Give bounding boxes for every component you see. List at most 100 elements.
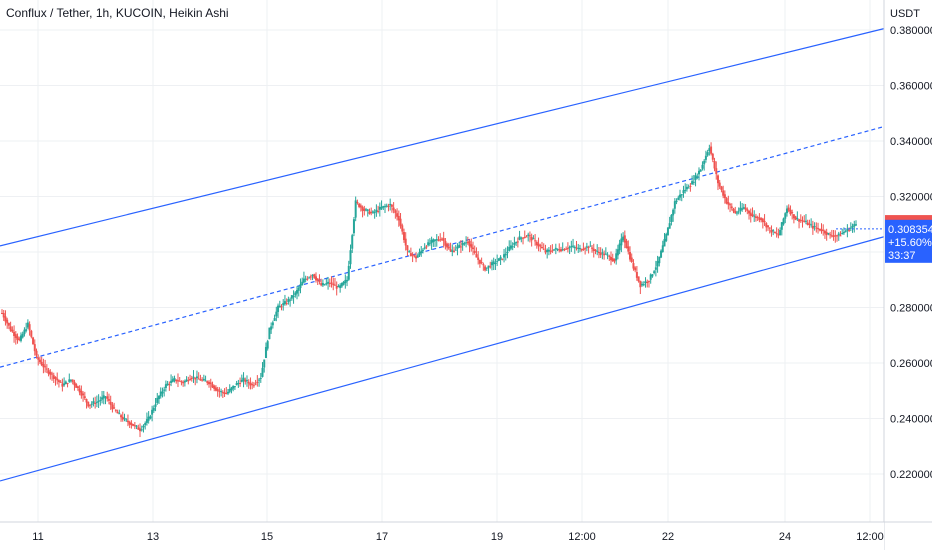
candle-body-down	[634, 267, 637, 271]
candle-body-up	[195, 376, 198, 378]
candle-body-up	[304, 278, 307, 280]
candle-body-up	[240, 379, 243, 382]
candle-body-up	[164, 384, 167, 388]
candle-body-up	[461, 242, 464, 246]
candle-body-up	[508, 246, 511, 251]
candle-body-down	[734, 210, 737, 214]
candle-body-up	[323, 284, 326, 286]
candle-body-down	[45, 368, 48, 370]
candle-body-up	[192, 376, 195, 378]
candle-body-up	[382, 205, 385, 208]
candle-body-up	[701, 164, 704, 169]
candle-body-down	[320, 283, 323, 286]
candle-body-up	[347, 265, 350, 280]
candle-body-up	[297, 287, 300, 291]
candle-body-up	[171, 379, 174, 382]
candle-body-down	[544, 250, 547, 253]
candle-body-up	[618, 243, 621, 251]
candle-body-down	[57, 380, 60, 382]
price-tick-label: 0.280000	[890, 303, 932, 315]
parallel-channel[interactable]	[0, 28, 885, 482]
candle-body-down	[727, 202, 730, 205]
candle-body-down	[415, 256, 418, 259]
candle-body-down	[396, 213, 399, 217]
candle-body-down	[811, 225, 814, 229]
candle-body-up	[687, 187, 690, 189]
candle-body-down	[758, 217, 761, 220]
candle-body-up	[784, 213, 787, 219]
candle-body-down	[358, 203, 361, 207]
candle-body-up	[644, 281, 647, 284]
candle-body-up	[346, 279, 349, 282]
candle-body-up	[434, 239, 437, 241]
candle-body-down	[390, 204, 393, 207]
candle-body-down	[791, 212, 794, 214]
candle-body-down	[61, 383, 64, 387]
candle-body-down	[720, 186, 723, 190]
candle-body-down	[180, 381, 183, 383]
candle-body-up	[118, 413, 121, 415]
candle-body-down	[523, 237, 526, 239]
candle-body-down	[187, 380, 190, 382]
candle-body-down	[87, 401, 90, 407]
candle-body-down	[49, 371, 52, 375]
candle-body-down	[113, 407, 116, 409]
candle-body-up	[92, 401, 95, 404]
candle-body-up	[26, 322, 29, 328]
candle-body-up	[841, 232, 844, 235]
candle-body-down	[710, 146, 713, 154]
candle-body-up	[321, 283, 324, 286]
candle-body-down	[83, 396, 86, 399]
candle-body-down	[392, 207, 395, 211]
candle-body-up	[275, 311, 278, 317]
candle-body-up	[68, 379, 71, 382]
candle-body-down	[330, 282, 333, 284]
candle-body-down	[85, 399, 88, 403]
candle-body-down	[406, 245, 409, 251]
candle-body-up	[672, 209, 675, 216]
candle-body-down	[9, 326, 12, 331]
price-tick-label: 0.320000	[890, 192, 932, 204]
candle-body-up	[601, 252, 604, 254]
candle-body-down	[468, 240, 471, 247]
candle-body-down	[333, 284, 336, 286]
candle-body-up	[156, 397, 159, 403]
candle-body-down	[630, 257, 633, 262]
candle-body-down	[413, 255, 416, 257]
candle-body-up	[606, 254, 609, 256]
candle-body-up	[673, 201, 676, 209]
candle-body-up	[102, 395, 105, 399]
candle-body-down	[32, 337, 35, 345]
candle-body-up	[837, 233, 840, 236]
candle-body-down	[597, 252, 600, 253]
candle-body-up	[682, 190, 685, 194]
candle-body-down	[316, 278, 319, 281]
candle-body-up	[287, 299, 290, 302]
candle-body-down	[397, 215, 400, 221]
candle-body-up	[373, 211, 376, 214]
candle-body-up	[547, 249, 550, 252]
candle-body-down	[52, 375, 55, 379]
price-axis[interactable]: USDT 0.380000 0.360000 0.340000 0.320000 0.30…	[883, 0, 932, 550]
candle-body-down	[440, 238, 443, 240]
candle-body-up	[423, 247, 426, 249]
time-axis[interactable]: 11 13 15 17 19 12:00 22 24 12:00	[0, 521, 932, 550]
time-tick-label: 22	[662, 531, 674, 543]
candle-body-up	[570, 246, 573, 248]
candle-body-down	[815, 227, 818, 229]
candle-body-up	[378, 206, 381, 210]
candle-body-up	[245, 380, 248, 382]
candle-body-up	[568, 246, 571, 248]
candle-body-down	[28, 324, 31, 331]
candle-body-up	[546, 249, 549, 252]
candle-body-up	[509, 245, 512, 249]
candle-body-up	[785, 208, 788, 214]
candle-body-down	[40, 361, 43, 366]
candle-body-up	[278, 305, 281, 308]
candle-body-up	[273, 318, 276, 321]
candle-body-down	[216, 389, 219, 392]
time-tick-label: 24	[779, 531, 791, 543]
candle-body-up	[427, 242, 430, 246]
candle-body-up	[553, 249, 556, 251]
